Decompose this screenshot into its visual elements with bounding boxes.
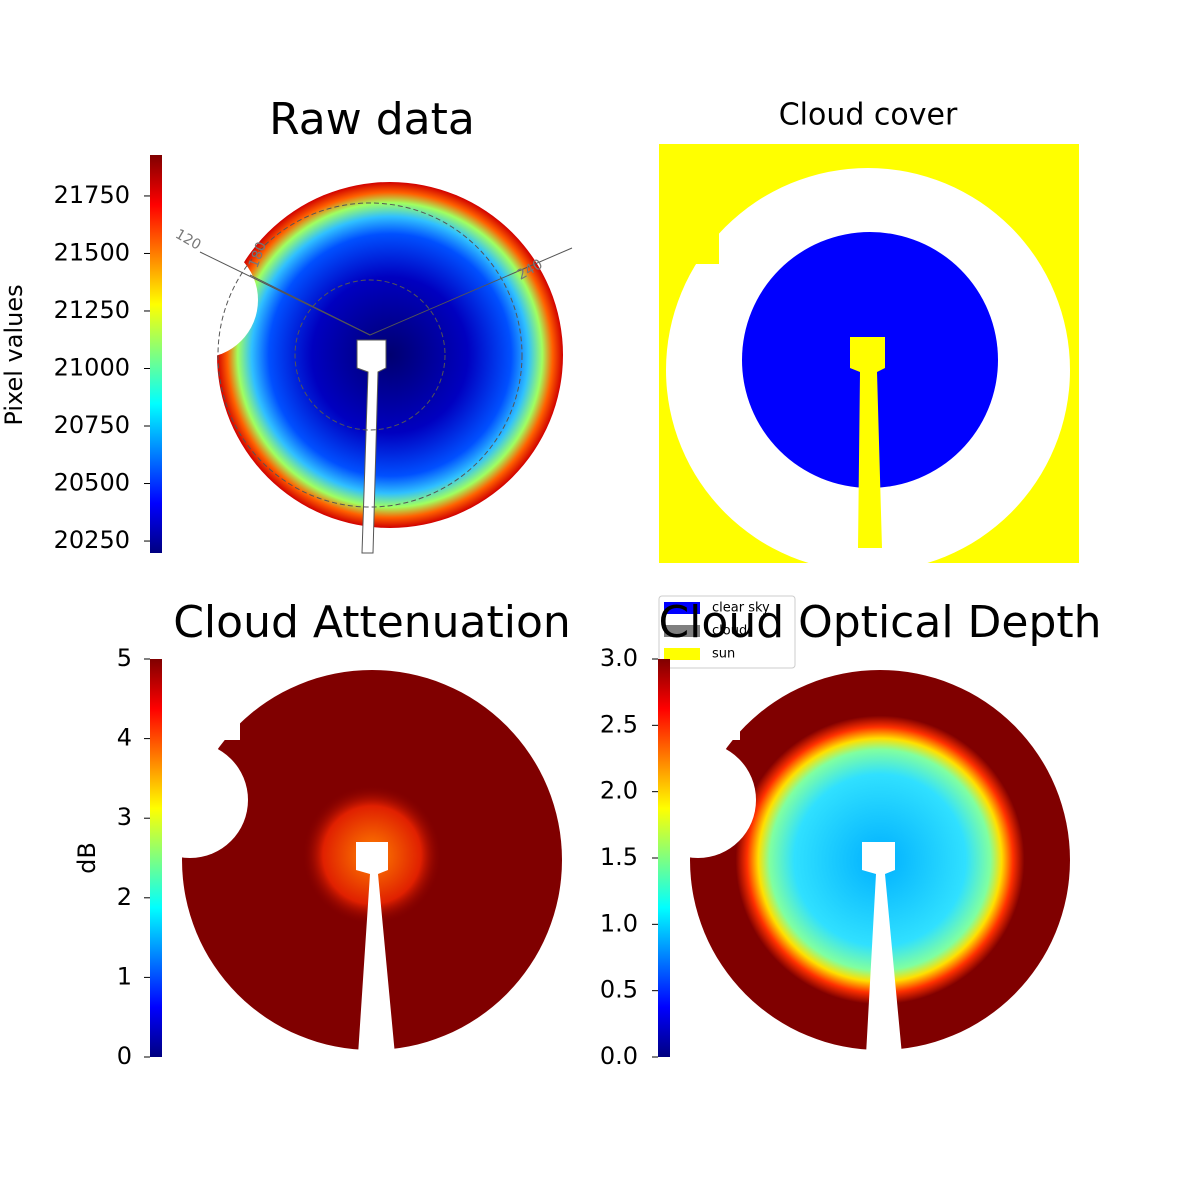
legend-swatch — [664, 602, 700, 614]
colorbar-tick-label: 21250 — [54, 296, 130, 324]
colorbar-tick-label: 4 — [117, 724, 132, 752]
colorbar-tick-label: 20500 — [54, 469, 130, 497]
colorbar-tick-label: 1 — [117, 962, 132, 990]
colorbar-tick-label: 1.0 — [600, 909, 638, 937]
colorbar-tick-label: 21000 — [54, 353, 130, 381]
colorbar-label: dB — [73, 842, 101, 874]
colorbar-label: Pixel values — [0, 284, 28, 425]
panel-title: Cloud cover — [779, 98, 958, 133]
cloud-cover-image — [659, 144, 1079, 572]
colorbar — [150, 155, 162, 553]
colorbar-tick-label: 3.0 — [600, 644, 638, 672]
optical-depth-image — [640, 660, 1070, 1055]
colorbar-tick-label: 21750 — [54, 181, 130, 209]
colorbar-tick-label: 20250 — [54, 526, 130, 554]
colorbar-tick-label: 5 — [117, 644, 132, 672]
legend-label: sun — [712, 647, 735, 662]
colorbar-tick-label: 0.5 — [600, 976, 638, 1004]
panel-title: Cloud Optical Depth — [658, 597, 1101, 648]
attenuation-image — [132, 660, 562, 1055]
legend-swatch — [664, 625, 700, 637]
legend-label: clear sky — [712, 601, 770, 616]
panel-title: Cloud Attenuation — [173, 597, 571, 648]
legend-swatch — [664, 648, 700, 660]
colorbar-tick-label: 1.5 — [600, 843, 638, 871]
colorbar — [658, 659, 670, 1057]
colorbar-tick-label: 0 — [117, 1042, 132, 1070]
chart-layer: 20250 20500 20750 21000 21250 21500 21750 Pixel… — [0, 94, 1102, 1070]
colorbar — [150, 659, 162, 1057]
colorbar-tick-label: 21500 — [54, 238, 130, 266]
legend-label: cloud — [712, 624, 747, 639]
colorbar-tick-label: 2.0 — [600, 777, 638, 805]
colorbar-tick-label: 0.0 — [600, 1042, 638, 1070]
raw-image — [142, 170, 573, 554]
panel-title: Raw data — [269, 94, 475, 145]
colorbar-tick-label: 2.5 — [600, 710, 638, 738]
colorbar-tick-label: 2 — [117, 883, 132, 911]
colorbar-tick-label: 3 — [117, 803, 132, 831]
colorbar-tick-label: 20750 — [54, 411, 130, 439]
